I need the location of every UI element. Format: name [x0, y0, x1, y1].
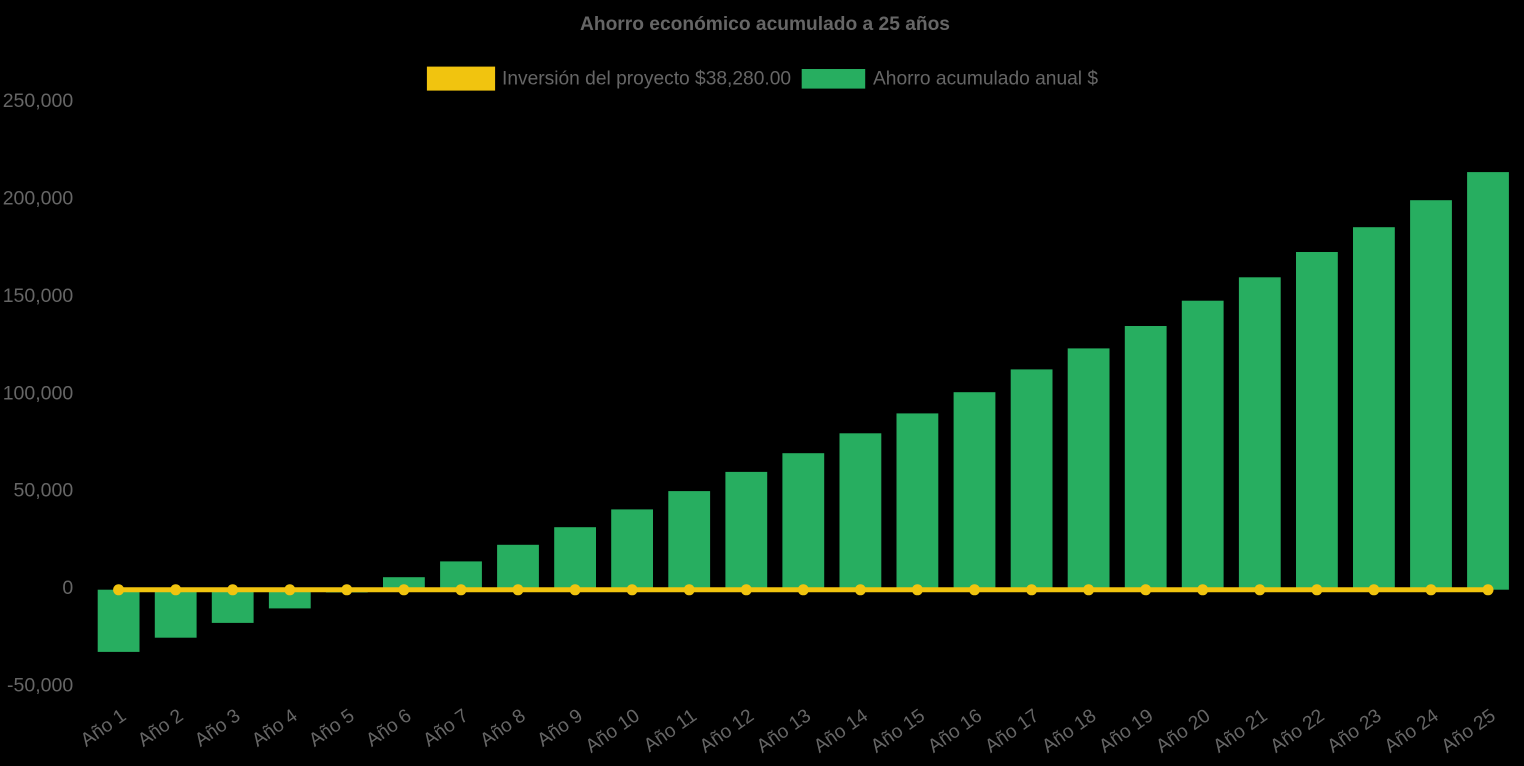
- svg-text:Año 19: Año 19: [1095, 705, 1157, 757]
- svg-text:Año 16: Año 16: [924, 705, 986, 757]
- svg-text:250,000: 250,000: [3, 90, 74, 112]
- svg-text:Año 20: Año 20: [1152, 705, 1214, 757]
- svg-text:150,000: 150,000: [3, 285, 74, 307]
- svg-text:200,000: 200,000: [3, 188, 74, 210]
- svg-text:-50,000: -50,000: [7, 675, 73, 697]
- svg-text:Ahorro acumulado anual $: Ahorro acumulado anual $: [873, 68, 1098, 89]
- svg-text:Año 17: Año 17: [981, 705, 1043, 757]
- svg-text:Año 1: Año 1: [77, 705, 130, 751]
- svg-text:Año 8: Año 8: [477, 705, 530, 751]
- svg-text:Año 9: Año 9: [534, 705, 587, 751]
- svg-text:Año 13: Año 13: [753, 705, 815, 757]
- svg-text:Año 21: Año 21: [1210, 705, 1272, 757]
- svg-text:Año 3: Año 3: [191, 705, 244, 751]
- svg-text:100,000: 100,000: [3, 382, 74, 404]
- svg-text:Año 2: Año 2: [134, 705, 187, 751]
- svg-text:Año 4: Año 4: [248, 705, 301, 751]
- svg-text:Año 11: Año 11: [640, 705, 701, 756]
- svg-text:Año 14: Año 14: [810, 705, 872, 757]
- svg-text:Año 12: Año 12: [696, 705, 758, 757]
- svg-text:Inversión del proyecto $38,280: Inversión del proyecto $38,280.00: [502, 68, 791, 89]
- svg-text:Año 23: Año 23: [1324, 705, 1386, 757]
- svg-text:Año 5: Año 5: [305, 705, 358, 751]
- svg-text:Año 22: Año 22: [1267, 705, 1329, 757]
- svg-text:Año 24: Año 24: [1381, 705, 1443, 757]
- svg-text:Año 18: Año 18: [1038, 705, 1100, 757]
- svg-text:Año 10: Año 10: [582, 705, 644, 757]
- svg-text:Año 6: Año 6: [362, 705, 415, 751]
- svg-text:Año 25: Año 25: [1438, 705, 1500, 757]
- svg-text:50,000: 50,000: [14, 480, 74, 502]
- svg-text:Año 7: Año 7: [420, 705, 473, 751]
- svg-text:0: 0: [62, 577, 73, 599]
- svg-text:Año 15: Año 15: [867, 705, 929, 757]
- svg-text:Ahorro económico acumulado a 2: Ahorro económico acumulado a 25 años: [580, 14, 950, 35]
